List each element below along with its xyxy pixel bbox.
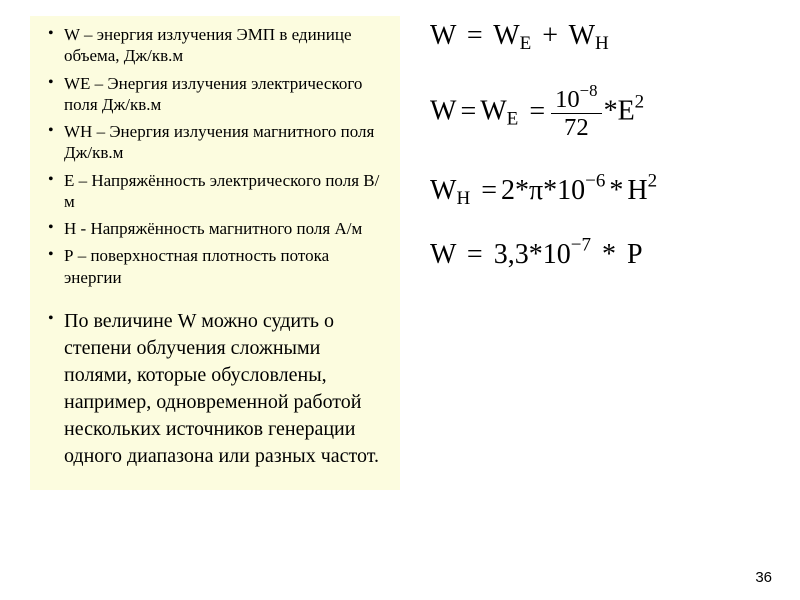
page-number: 36	[755, 569, 772, 586]
fraction: 10−8 72	[551, 86, 601, 141]
list-item: WH – Энергия излучения магнитного поля Д…	[44, 121, 386, 164]
equation-3: WH =2*π*10−6*H2	[430, 177, 780, 205]
slide: W – энергия излучения ЭМП в единице объе…	[0, 0, 800, 600]
definitions-list: W – энергия излучения ЭМП в единице объе…	[44, 24, 386, 470]
list-item: Р – поверхностная плотность потока энерг…	[44, 245, 386, 288]
conclusion-text: По величине W можно судить о степени обл…	[44, 308, 386, 470]
equation-4: W = 3,3*10−7 * P	[430, 241, 780, 269]
list-item: Е – Напряжённость электрического поля В/…	[44, 170, 386, 213]
equations-panel: W = WE + WH W=WE = 10−8 72 *E2 WH =2*π*1…	[430, 22, 780, 269]
list-item: W – энергия излучения ЭМП в единице объе…	[44, 24, 386, 67]
equation-2: W=WE = 10−8 72 *E2	[430, 86, 780, 141]
list-item: WE – Энергия излучения электрического по…	[44, 73, 386, 116]
equation-1: W = WE + WH	[430, 22, 780, 50]
definitions-panel: W – энергия излучения ЭМП в единице объе…	[30, 16, 400, 490]
list-item: Н - Напряжённость магнитного поля А/м	[44, 218, 386, 239]
